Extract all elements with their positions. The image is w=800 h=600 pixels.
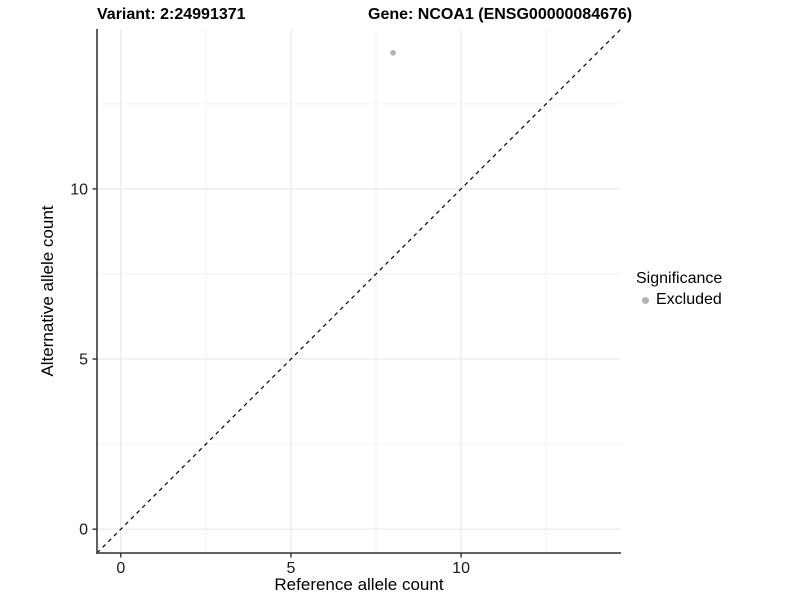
variant-title: Variant: 2:24991371 <box>97 6 246 23</box>
x-tick-label: 0 <box>116 560 125 577</box>
x-axis-label: Reference allele count <box>274 575 444 594</box>
x-tick-label: 10 <box>452 560 470 577</box>
legend-title: Significance <box>636 270 723 287</box>
y-tick-label: 5 <box>79 352 88 369</box>
gene-title: Gene: NCOA1 (ENSG00000084676) <box>368 6 633 23</box>
identity-reference-line <box>96 28 622 554</box>
y-tick-label: 0 <box>79 522 88 539</box>
legend-item-label: Excluded <box>656 291 722 308</box>
legend-item-excluded: Excluded <box>636 291 722 309</box>
y-tick-label: 10 <box>70 181 88 198</box>
data-point <box>390 50 396 56</box>
legend-point-icon <box>642 296 649 304</box>
x-tick-label: 5 <box>286 560 295 577</box>
legend: Significance Excluded <box>636 269 722 309</box>
y-axis-label: Alternative allele count <box>38 205 57 377</box>
